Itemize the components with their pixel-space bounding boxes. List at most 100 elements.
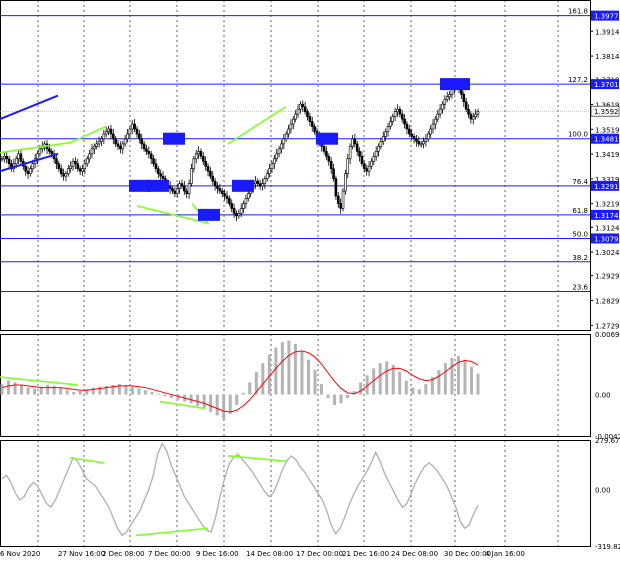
candle-body <box>128 128 132 135</box>
candle-body <box>183 185 186 192</box>
candle-body <box>230 203 234 209</box>
candle-body <box>325 151 328 157</box>
candle-body <box>81 168 84 172</box>
candle-body <box>462 93 466 103</box>
candle-body <box>384 131 387 137</box>
candle-body <box>443 98 447 105</box>
candle-body <box>213 180 217 187</box>
candle-body <box>464 101 468 110</box>
price-tag-text: 1.3977 <box>594 13 619 21</box>
candle-body <box>301 103 305 107</box>
candle-body <box>83 163 87 170</box>
pane-price <box>0 0 591 331</box>
signal-box <box>232 179 254 192</box>
candle-body <box>88 153 91 160</box>
candle-body <box>339 203 342 209</box>
macd-tick-label: -0.00475 <box>595 433 620 441</box>
blue-trendline <box>0 152 59 173</box>
candle-body <box>24 165 27 172</box>
candle-body <box>372 156 376 162</box>
candle-body <box>199 151 203 157</box>
candle-body <box>322 146 326 152</box>
price-tick-label: 1.2929 <box>595 273 620 281</box>
candle-body <box>410 133 413 137</box>
macd-signal-line <box>1 350 479 413</box>
candle-body <box>474 113 477 117</box>
candle-body <box>415 138 418 142</box>
candle-body <box>367 165 371 172</box>
candle-body <box>5 156 9 160</box>
candle-body <box>220 190 224 194</box>
candle-body <box>14 158 18 165</box>
x-axis-label: 24 Dec 08:00 <box>391 550 438 558</box>
candle-body <box>102 133 106 140</box>
candle-body <box>237 213 241 217</box>
fib-level-label: 161.8 <box>568 8 588 16</box>
candle-body <box>346 158 350 174</box>
candle-body <box>426 133 430 140</box>
candle-body <box>358 151 361 157</box>
candle-body <box>299 103 302 110</box>
price-tick-label: 1.2829 <box>595 297 620 305</box>
candle-body <box>206 165 210 172</box>
green-trendline <box>136 202 211 225</box>
candle-body <box>152 158 155 165</box>
x-axis-label: 17 Dec 00:00 <box>296 550 343 558</box>
candle-body <box>173 190 177 194</box>
candle-body <box>408 128 411 135</box>
price-tick-label: 1.3319 <box>595 176 620 184</box>
candle-body <box>405 123 409 130</box>
price-tick-label: 1.2729 <box>595 322 620 330</box>
candle-body <box>398 108 402 115</box>
candle-body <box>329 160 333 170</box>
candle-body <box>64 173 68 177</box>
candle-body <box>159 173 162 177</box>
candle-body <box>412 136 416 140</box>
fib-level-label: 76.4 <box>572 178 588 186</box>
candle-body <box>310 121 314 127</box>
x-axis-label: 30 Dec 00:00 <box>444 550 491 558</box>
price-tag <box>591 133 619 144</box>
candle-body <box>178 183 181 189</box>
candle-body <box>133 123 136 130</box>
candle-body <box>26 170 30 174</box>
candle-body <box>211 175 215 182</box>
candle-body <box>441 103 444 110</box>
price-tick-label: 1.3024 <box>595 249 620 257</box>
candle-body <box>69 165 72 170</box>
candle-body <box>31 163 35 170</box>
candle-body <box>142 143 146 150</box>
candle-body <box>419 143 423 146</box>
candle-body <box>76 163 80 170</box>
candle-body <box>138 133 141 140</box>
candle-body <box>85 158 89 165</box>
candle-body <box>386 126 390 132</box>
candle-body <box>289 123 293 130</box>
candle-body <box>242 203 245 209</box>
signal-box <box>198 208 220 221</box>
candle-body <box>436 113 440 120</box>
pane-cci <box>0 440 591 547</box>
cci-tick-label: -319.8222 <box>595 543 620 551</box>
candle-body <box>434 118 437 125</box>
candle-body <box>112 133 115 140</box>
candle-body <box>225 195 229 199</box>
candle-body <box>275 153 279 160</box>
candle-body <box>204 160 207 167</box>
candle-body <box>332 168 335 179</box>
candle-body <box>370 160 373 167</box>
green-trendline <box>0 125 107 154</box>
candle-body <box>256 180 260 184</box>
candle-body <box>147 151 151 155</box>
candle-body <box>239 208 243 214</box>
candle-body <box>246 193 250 199</box>
fib-level-label: 127.2 <box>568 76 588 84</box>
fib-level-label: 50.0 <box>572 230 588 238</box>
candle-body <box>448 93 451 98</box>
candle-body <box>391 116 395 122</box>
candle-body <box>29 168 32 174</box>
blue-trendline <box>0 94 59 121</box>
candle-body <box>353 138 357 145</box>
candle-body <box>348 146 352 160</box>
